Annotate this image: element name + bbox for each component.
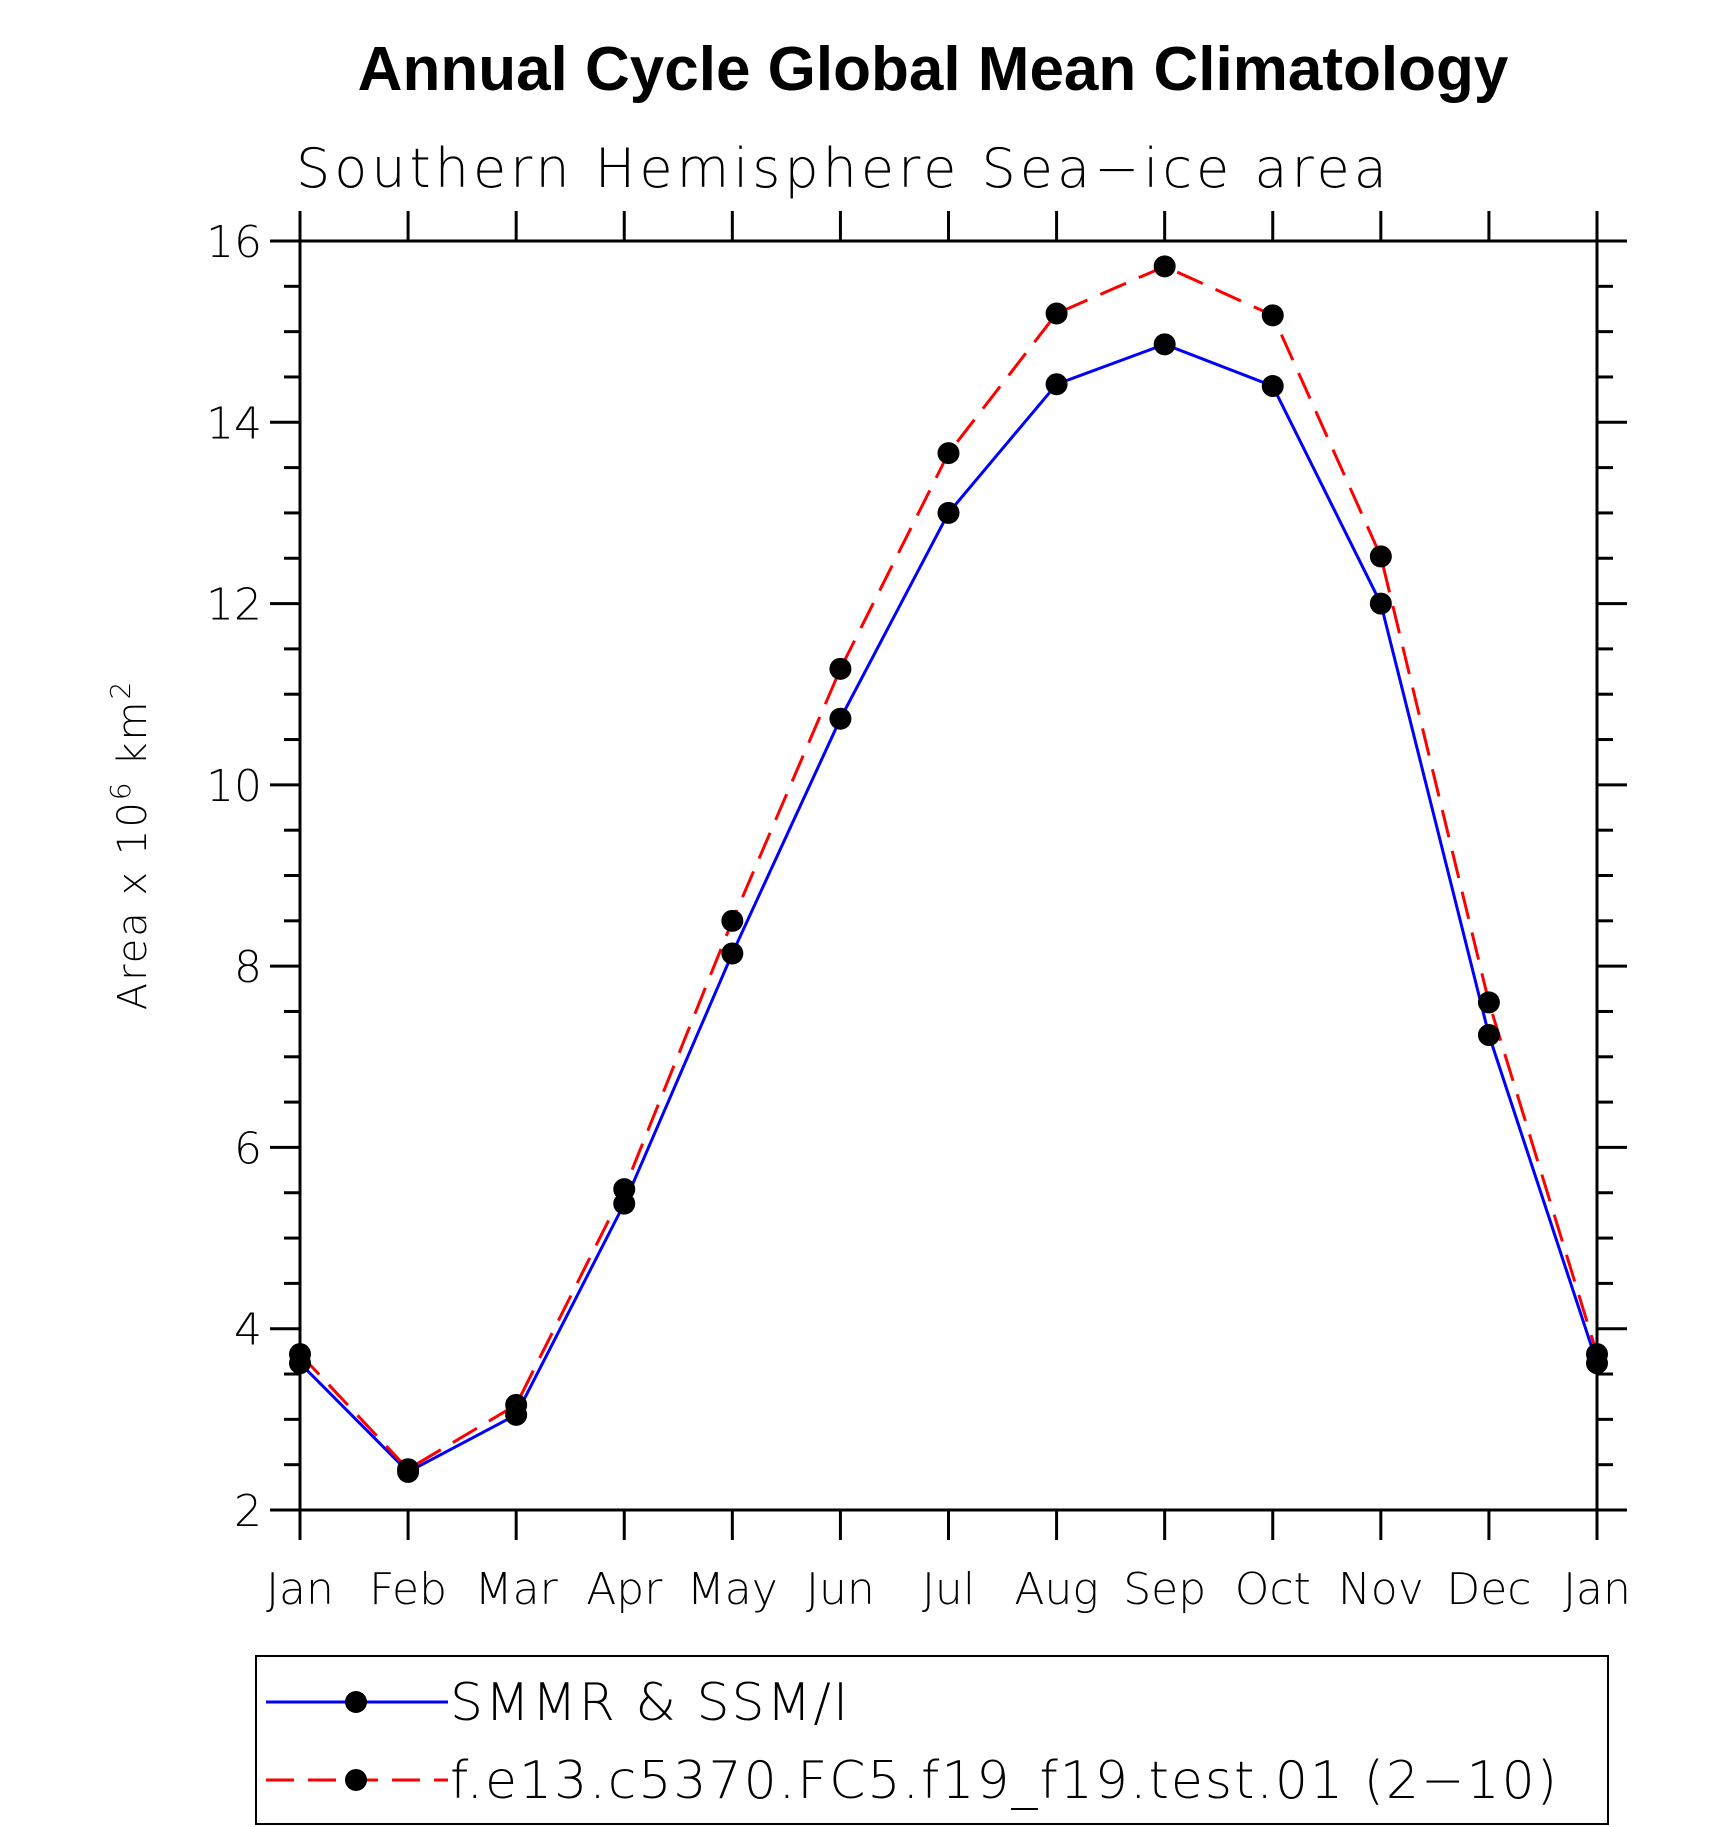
series-2-point (1477, 991, 1500, 1014)
legend-label-2: f.e13.c5370.FC5.f19_f19.test.01 (2−10) (450, 1751, 1559, 1811)
x-tick-label: Mar (475, 1564, 559, 1615)
y-tick-label: 2 (234, 1486, 262, 1537)
y-tick-label: 6 (234, 1123, 262, 1174)
series-2-point (397, 1458, 420, 1481)
chart-title: Annual Cycle Global Mean Climatology (358, 35, 1509, 104)
legend-marker-2 (345, 1769, 367, 1791)
y-tick-label: 16 (206, 217, 262, 268)
x-tick-label: Nov (1338, 1564, 1424, 1615)
axes: 2 4 6 8 10 12 14 16 Jan Feb Mar Apr May Jun Jul Aug Sep O… (206, 211, 1631, 1615)
series-1-point (721, 942, 744, 965)
x-tick-label: Aug (1014, 1564, 1098, 1615)
x-tick-label: Sep (1123, 1564, 1206, 1615)
x-tick-label: Dec (1446, 1564, 1531, 1615)
y-tick-label: 12 (206, 580, 262, 631)
series-1-point (1477, 1024, 1500, 1047)
series-2-point (505, 1393, 528, 1416)
series-2-point (721, 909, 744, 932)
series-1-point (1369, 592, 1392, 615)
x-tick-label: Jul (922, 1564, 975, 1615)
series-2-point (937, 442, 960, 465)
x-tick-label: Jan (266, 1564, 334, 1615)
x-tick-label: Jun (806, 1564, 875, 1615)
series-1-point (1045, 373, 1068, 396)
y-tick-label: 4 (234, 1305, 262, 1356)
series-2-point (289, 1343, 311, 1366)
legend-marker-1 (345, 1691, 367, 1713)
legend-label-1: SMMR & SSM/I (450, 1673, 850, 1733)
series-1-point (1261, 375, 1284, 398)
x-tick-label: May (687, 1564, 778, 1615)
chart-subtitle: Southern Hemisphere Sea−ice area (296, 137, 1391, 200)
x-tick-label: Oct (1235, 1564, 1311, 1615)
x-tick-label: Apr (586, 1564, 663, 1615)
series-1-point (1153, 333, 1176, 356)
x-tick-label: Jan (1563, 1564, 1631, 1615)
series-2-point (1369, 545, 1392, 568)
series-2-point (1261, 304, 1284, 327)
series-2-point (1586, 1343, 1608, 1366)
plot-frame (298, 239, 1599, 1512)
series-2-point (613, 1178, 636, 1201)
legend: SMMR & SSM/I f.e13.c5370.FC5.f19_f19.test… (255, 1655, 1609, 1825)
x-tick-label: Feb (369, 1564, 447, 1615)
y-tick-label: 10 (206, 761, 262, 812)
series-1-point (937, 501, 960, 524)
y-tick-label: 8 (234, 942, 262, 993)
series-1-point (829, 707, 852, 730)
legend-box (255, 1655, 1609, 1825)
y-tick-label: 14 (206, 398, 262, 449)
series-2-point (829, 657, 852, 680)
series-2-point (1153, 255, 1176, 278)
y-axis-label: Area x 106 km2 (104, 680, 156, 1011)
series-2-point (1045, 302, 1068, 325)
series-group (289, 255, 1608, 1483)
